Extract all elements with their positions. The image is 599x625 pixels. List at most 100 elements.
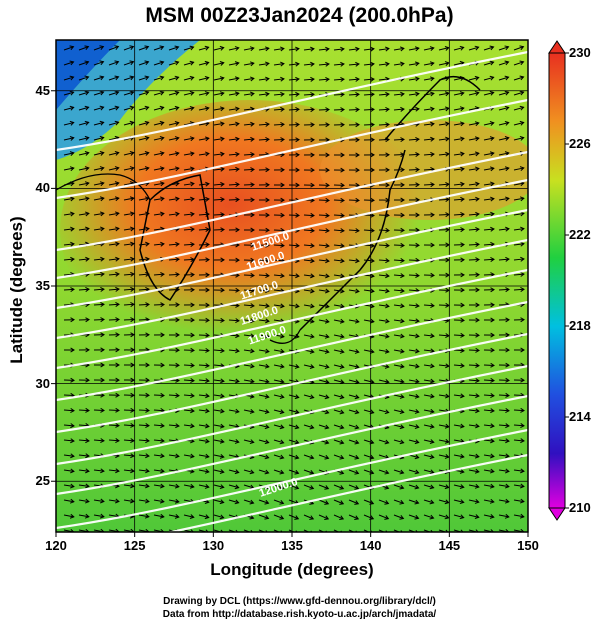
- wind-vector: [258, 167, 270, 173]
- wind-vector: [273, 303, 285, 309]
- wind-vector: [258, 61, 270, 67]
- wind-vector: [318, 318, 330, 324]
- wind-vector: [303, 228, 315, 234]
- wind-vector: [348, 394, 360, 400]
- wind-vector: [348, 182, 360, 188]
- wind-vector: [228, 106, 240, 112]
- wind-vector: [468, 257, 480, 263]
- wind-vector: [243, 499, 255, 505]
- wind-vector: [63, 45, 75, 51]
- wind-vector: [318, 364, 330, 370]
- wind-vector: [513, 287, 525, 292]
- wind-vector: [378, 514, 390, 520]
- wind-vector: [108, 75, 120, 81]
- wind-vector: [393, 348, 405, 354]
- wind-vector: [363, 61, 375, 67]
- wind-vector: [153, 468, 165, 474]
- wind-vector: [243, 136, 255, 142]
- wind-vector: [228, 166, 240, 172]
- contour-line: [56, 50, 528, 152]
- wind-vector: [198, 196, 210, 202]
- wind-vector: [513, 90, 525, 96]
- wind-vector: [183, 196, 195, 202]
- wind-vector: [138, 423, 150, 428]
- wind-vector: [258, 91, 270, 97]
- wind-vector: [363, 197, 375, 203]
- wind-vector: [78, 347, 90, 353]
- wind-vector: [138, 211, 150, 217]
- wind-vector: [318, 484, 330, 490]
- wind-vector: [483, 196, 495, 202]
- wind-vector: [258, 121, 270, 127]
- wind-vector: [138, 151, 150, 156]
- wind-vector: [453, 45, 465, 51]
- wind-vector: [213, 287, 225, 293]
- wind-vector: [138, 60, 150, 66]
- wind-vector: [198, 438, 210, 444]
- wind-vector: [378, 333, 390, 339]
- wind-vector: [393, 514, 405, 520]
- wind-vector: [468, 211, 480, 217]
- wind-vector: [453, 332, 465, 338]
- wind-vector: [468, 287, 480, 293]
- wind-vector: [378, 499, 390, 505]
- wind-vector: [78, 196, 90, 202]
- wind-vector: [153, 136, 165, 141]
- wind-vector: [63, 453, 75, 459]
- wind-vector: [123, 75, 135, 81]
- wind-vector: [273, 439, 285, 445]
- wind-vector: [138, 105, 150, 111]
- wind-vector: [333, 243, 345, 249]
- wind-vector: [288, 152, 300, 158]
- wind-vector: [93, 317, 105, 323]
- wind-vector: [498, 60, 510, 66]
- wind-vector: [468, 302, 480, 308]
- wind-vector: [288, 182, 300, 188]
- wind-vector: [363, 409, 375, 415]
- wind-vector: [303, 484, 315, 490]
- wind-vector: [288, 61, 300, 67]
- wind-vector: [213, 106, 225, 112]
- wind-vector: [138, 302, 150, 308]
- colorbar-tick-label: 226: [569, 136, 591, 151]
- wind-vector: [468, 75, 480, 81]
- y-tick-label: 25: [35, 473, 50, 489]
- wind-vector: [78, 498, 90, 504]
- wind-vector: [498, 362, 510, 368]
- wind-vector: [483, 377, 495, 383]
- wind-vector: [153, 498, 165, 504]
- wind-vector: [453, 453, 465, 459]
- wind-vector: [318, 243, 330, 249]
- wind-vector: [333, 424, 345, 430]
- wind-vector: [183, 347, 195, 353]
- wind-vector: [228, 61, 240, 67]
- wind-vector: [153, 211, 165, 217]
- wind-vector: [108, 150, 120, 156]
- contour-line: [56, 98, 528, 200]
- wind-vector: [108, 332, 120, 338]
- wind-vector: [468, 317, 480, 323]
- wind-vector: [228, 121, 240, 127]
- wind-vector: [393, 409, 405, 415]
- wind-vector: [198, 91, 210, 96]
- y-tick-label: 35: [35, 278, 50, 293]
- wind-vector: [423, 363, 435, 369]
- wind-vector: [138, 226, 150, 232]
- wind-vector: [363, 469, 375, 475]
- wind-vector: [228, 378, 240, 384]
- wind-vector: [93, 362, 105, 368]
- wind-vector: [273, 197, 285, 203]
- contour-line: [56, 268, 528, 370]
- wind-vector: [183, 514, 195, 519]
- wind-vector: [348, 76, 360, 82]
- wind-vector: [393, 469, 405, 475]
- wind-vector: [333, 228, 345, 234]
- wind-vector: [333, 182, 345, 188]
- wind-vector: [318, 197, 330, 203]
- wind-vector: [168, 196, 180, 202]
- wind-vector: [468, 226, 480, 232]
- wind-vector: [123, 120, 135, 126]
- wind-vector: [423, 439, 435, 444]
- wind-vector: [108, 45, 120, 51]
- wind-vector: [78, 45, 90, 51]
